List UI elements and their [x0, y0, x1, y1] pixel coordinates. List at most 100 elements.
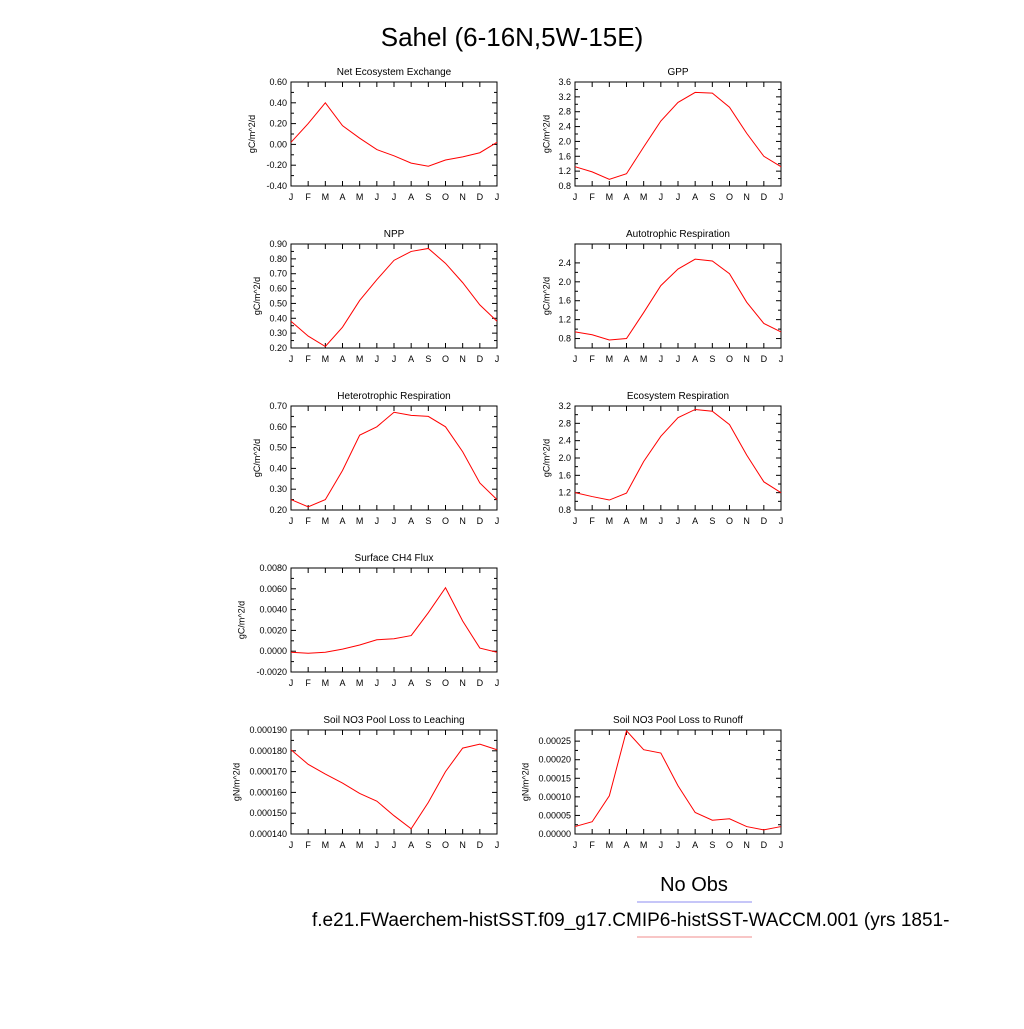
y-tick-label: 0.8 — [558, 334, 571, 344]
y-tick-label: 1.6 — [558, 151, 571, 161]
x-tick-label: O — [442, 192, 449, 202]
x-tick-label: J — [676, 354, 681, 364]
x-tick-label: A — [339, 840, 345, 850]
x-tick-label: J — [779, 192, 784, 202]
y-tick-label: 3.6 — [558, 77, 571, 87]
x-tick-label: J — [392, 516, 397, 526]
y-axis-label: gC/m^2/d — [252, 439, 262, 477]
x-tick-label: A — [339, 354, 345, 364]
x-tick-label: N — [459, 516, 466, 526]
x-tick-label: J — [392, 840, 397, 850]
x-tick-label: F — [305, 516, 311, 526]
x-tick-label: O — [726, 354, 733, 364]
x-tick-label: A — [623, 192, 629, 202]
x-tick-label: D — [477, 354, 484, 364]
y-tick-label: 0.000190 — [249, 725, 287, 735]
x-tick-label: N — [743, 840, 750, 850]
legend: No Obs — [637, 874, 752, 938]
x-tick-label: J — [375, 840, 380, 850]
x-tick-label: A — [339, 678, 345, 688]
x-tick-label: J — [676, 516, 681, 526]
case-name-footer: f.e21.FWaerchem-histSST.f09_g17.CMIP6-hi… — [312, 910, 949, 931]
x-tick-label: J — [375, 516, 380, 526]
x-tick-label: J — [495, 840, 500, 850]
panel-title: Ecosystem Respiration — [627, 391, 729, 402]
x-tick-label: M — [356, 192, 364, 202]
x-tick-label: J — [289, 354, 294, 364]
x-tick-label: F — [305, 840, 311, 850]
y-tick-label: 0.000140 — [249, 829, 287, 839]
y-axis-label: gC/m^2/d — [247, 115, 257, 153]
panel-title: NPP — [384, 229, 405, 240]
x-tick-label: J — [375, 354, 380, 364]
x-tick-label: A — [408, 516, 414, 526]
x-tick-label: J — [659, 354, 664, 364]
y-tick-label: 0.000150 — [249, 808, 287, 818]
x-tick-label: J — [495, 516, 500, 526]
y-axis-label: gC/m^2/d — [252, 277, 262, 315]
x-tick-label: N — [743, 516, 750, 526]
x-tick-label: D — [477, 516, 484, 526]
x-tick-label: J — [392, 354, 397, 364]
x-tick-label: M — [322, 354, 330, 364]
panel-title: GPP — [667, 67, 688, 78]
y-axis-label: gC/m^2/d — [237, 601, 247, 639]
y-tick-label: 0.90 — [269, 239, 287, 249]
y-tick-label: 0.20 — [269, 505, 287, 515]
y-tick-label: -0.20 — [266, 160, 287, 170]
plot-frame — [290, 243, 498, 349]
plot-frame — [574, 405, 782, 511]
y-tick-label: 2.0 — [558, 453, 571, 463]
y-axis-label: gN/m^2/d — [231, 763, 241, 801]
x-tick-label: M — [322, 840, 330, 850]
x-tick-label: J — [779, 354, 784, 364]
y-tick-label: 0.00025 — [538, 736, 571, 746]
x-tick-label: J — [375, 192, 380, 202]
y-tick-label: 3.2 — [558, 401, 571, 411]
y-axis-label: gC/m^2/d — [541, 439, 551, 477]
y-tick-label: 0.00 — [269, 139, 287, 149]
series-line-0 — [290, 101, 498, 167]
series-line-0 — [290, 247, 498, 348]
x-tick-label: N — [743, 192, 750, 202]
x-tick-label: O — [726, 516, 733, 526]
x-tick-label: O — [442, 678, 449, 688]
series-line-0 — [574, 258, 782, 341]
y-tick-label: 2.4 — [558, 122, 571, 132]
x-tick-label: A — [692, 516, 698, 526]
x-tick-label: J — [573, 192, 578, 202]
panel-title: Net Ecosystem Exchange — [337, 67, 452, 78]
legend-label: No Obs — [660, 874, 728, 896]
y-tick-label: 0.70 — [269, 401, 287, 411]
x-tick-label: O — [726, 840, 733, 850]
x-tick-label: F — [589, 516, 595, 526]
y-tick-label: 0.000160 — [249, 787, 287, 797]
y-tick-label: 0.60 — [269, 422, 287, 432]
x-tick-label: M — [606, 192, 614, 202]
x-tick-label: M — [356, 678, 364, 688]
x-tick-label: N — [743, 354, 750, 364]
x-tick-label: J — [779, 840, 784, 850]
x-tick-label: S — [709, 516, 715, 526]
y-tick-label: 0.40 — [269, 463, 287, 473]
y-tick-label: 2.0 — [558, 136, 571, 146]
plot-frame — [290, 729, 498, 835]
panel-title: Autotrophic Respiration — [626, 229, 730, 240]
y-tick-label: 2.8 — [558, 107, 571, 117]
series-line-0 — [574, 91, 782, 180]
plot-frame — [290, 567, 498, 673]
x-tick-label: J — [573, 354, 578, 364]
x-tick-label: M — [640, 354, 648, 364]
x-tick-label: J — [573, 516, 578, 526]
x-tick-label: S — [425, 192, 431, 202]
x-tick-label: F — [305, 678, 311, 688]
x-tick-label: A — [692, 192, 698, 202]
y-tick-label: 0.20 — [269, 343, 287, 353]
y-tick-label: 0.20 — [269, 119, 287, 129]
x-tick-label: J — [392, 192, 397, 202]
x-tick-label: S — [425, 354, 431, 364]
